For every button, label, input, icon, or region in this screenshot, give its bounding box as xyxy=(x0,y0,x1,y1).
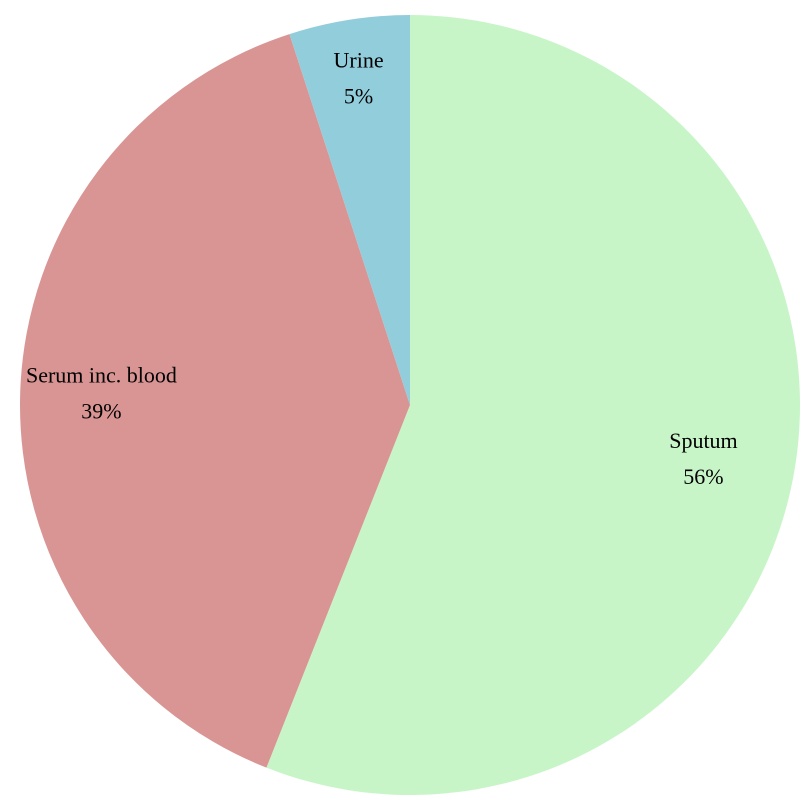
pie-slice xyxy=(289,15,410,405)
slice-value-label: 5% xyxy=(344,84,373,109)
slice-label: Serum inc. blood xyxy=(26,362,177,387)
pie-slice xyxy=(19,34,411,768)
slice-label: Sputum xyxy=(669,428,737,453)
slice-value-label: 39% xyxy=(81,398,121,423)
slice-label: Urine xyxy=(334,48,384,73)
slice-value-label: 56% xyxy=(683,464,723,489)
pie-slice xyxy=(266,15,801,795)
